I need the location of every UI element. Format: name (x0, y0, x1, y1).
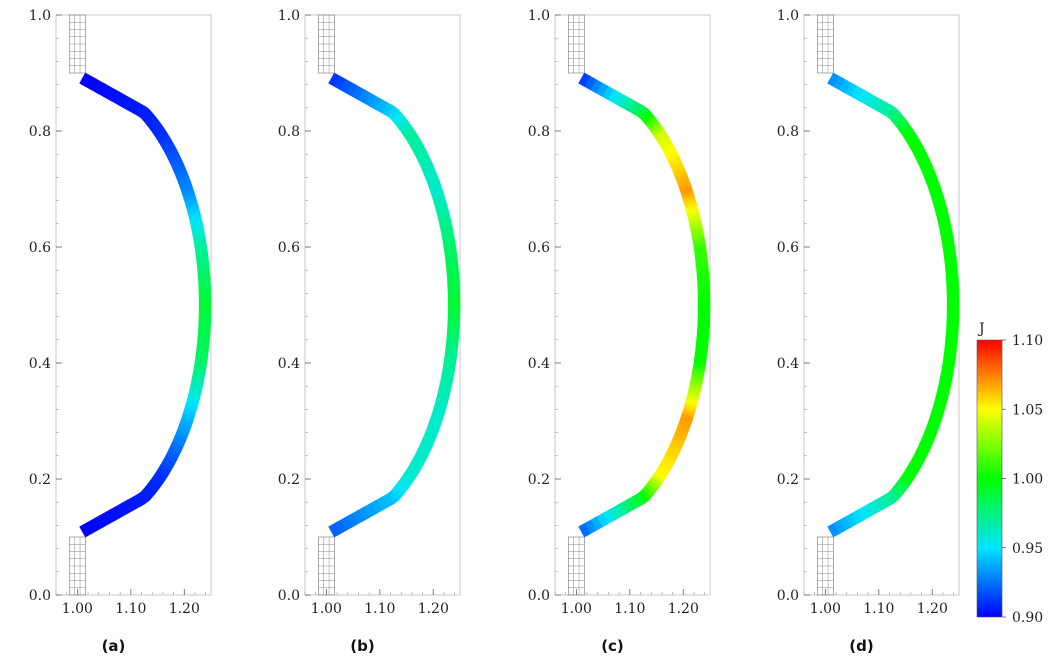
y-tick-label: 0.0 (29, 588, 51, 604)
shell-segment (946, 298, 960, 303)
shell-segment (447, 307, 461, 312)
shell-segment (198, 307, 212, 312)
y-tick-label: 0.2 (29, 472, 51, 488)
x-tick-label: 1.20 (917, 601, 948, 617)
x-tick-label: 1.20 (418, 601, 449, 617)
x-tick-label: 1.00 (62, 601, 93, 617)
shell-segment (578, 523, 591, 538)
y-tick-label: 0.4 (29, 356, 51, 372)
y-tick-label: 0.6 (528, 240, 550, 256)
x-tick-label: 1.10 (115, 601, 146, 617)
deformed-shell (827, 72, 960, 538)
panel-label: (a) (102, 637, 126, 655)
shell-segment (946, 304, 960, 309)
mesh-block (817, 536, 834, 596)
y-tick-label: 0.8 (29, 124, 51, 140)
shell-segment (198, 298, 212, 303)
shell-segment (827, 523, 840, 538)
deformed-shell (328, 72, 461, 538)
shell-segment (697, 301, 711, 306)
panel-label: (d) (849, 637, 873, 655)
x-tick-label: 1.10 (364, 601, 395, 617)
mesh-block (568, 536, 585, 596)
y-tick-label: 0.0 (528, 588, 550, 604)
shell-segment (946, 301, 960, 306)
y-tick-label: 1.0 (29, 8, 51, 24)
y-tick-label: 0.4 (528, 356, 550, 372)
panel-label: (c) (601, 637, 624, 655)
x-tick-label: 1.20 (169, 601, 200, 617)
shell-segment (198, 301, 212, 306)
colorbar-tick-label: 1.10 (1012, 333, 1043, 349)
colorbar-title: J (977, 321, 985, 337)
shell-segment (79, 523, 92, 538)
colorbar-tick-label: 0.95 (1012, 541, 1043, 557)
x-tick-label: 1.10 (614, 601, 645, 617)
shell-segment (447, 298, 461, 303)
shell-segment (697, 307, 711, 312)
y-tick-label: 0.2 (528, 472, 550, 488)
shell-segment (697, 298, 711, 303)
mesh-block (568, 14, 585, 74)
colorbar-gradient (976, 339, 1003, 618)
mesh-block (817, 14, 834, 74)
y-tick-label: 0.8 (278, 124, 300, 140)
shell-segment (198, 304, 212, 309)
x-tick-label: 1.00 (561, 601, 592, 617)
y-tick-label: 0.4 (278, 356, 300, 372)
y-tick-label: 1.0 (278, 8, 300, 24)
shell-segment (697, 294, 711, 299)
mesh-block (318, 14, 335, 74)
y-tick-label: 0.4 (777, 356, 799, 372)
y-tick-label: 0.8 (528, 124, 550, 140)
y-tick-label: 1.0 (528, 8, 550, 24)
y-tick-label: 0.0 (777, 588, 799, 604)
panel-label: (b) (350, 637, 374, 655)
shell-segment (946, 307, 960, 312)
y-tick-label: 0.6 (777, 240, 799, 256)
panel-1: 0.0 0.2 0.4 0.6 0.8 1.0 1.00 1.10 1.20 (a) (29, 8, 212, 655)
mesh-block (69, 536, 86, 596)
shell-segment (697, 304, 711, 309)
panel-3: 0.0 0.2 0.4 0.6 0.8 1.0 1.00 1.10 1.20 (c) (528, 8, 711, 655)
y-tick-label: 0.6 (29, 240, 51, 256)
colorbar-tick-label: 1.05 (1012, 402, 1043, 418)
y-tick-label: 0.2 (278, 472, 300, 488)
y-tick-label: 0.2 (777, 472, 799, 488)
mesh-block (69, 14, 86, 74)
colorbar-tick-label: 0.90 (1012, 610, 1043, 626)
shell-segment (447, 301, 461, 306)
shell-segment (447, 304, 461, 309)
panel-2: 0.0 0.2 0.4 0.6 0.8 1.0 1.00 1.10 1.20 (b) (278, 8, 461, 655)
x-tick-label: 1.20 (668, 601, 699, 617)
y-tick-label: 1.0 (777, 8, 799, 24)
shell-segment (447, 294, 461, 299)
x-tick-label: 1.10 (863, 601, 894, 617)
colorbar: J 1.10 1.05 1.00 0.95 0.90 (976, 321, 1043, 626)
shell-segment (198, 294, 212, 299)
deformed-shell (578, 72, 711, 538)
shell-segment (946, 294, 960, 299)
shell-segment (328, 523, 341, 538)
x-tick-label: 1.00 (810, 601, 841, 617)
panel-4: 0.0 0.2 0.4 0.6 0.8 1.0 1.00 1.10 1.20 (d) (777, 8, 960, 655)
y-tick-label: 0.0 (278, 588, 300, 604)
y-tick-label: 0.8 (777, 124, 799, 140)
x-tick-label: 1.00 (311, 601, 342, 617)
mesh-block (318, 536, 335, 596)
y-tick-label: 0.6 (278, 240, 300, 256)
colorbar-tick-label: 1.00 (1012, 472, 1043, 488)
deformed-shell (79, 72, 212, 538)
